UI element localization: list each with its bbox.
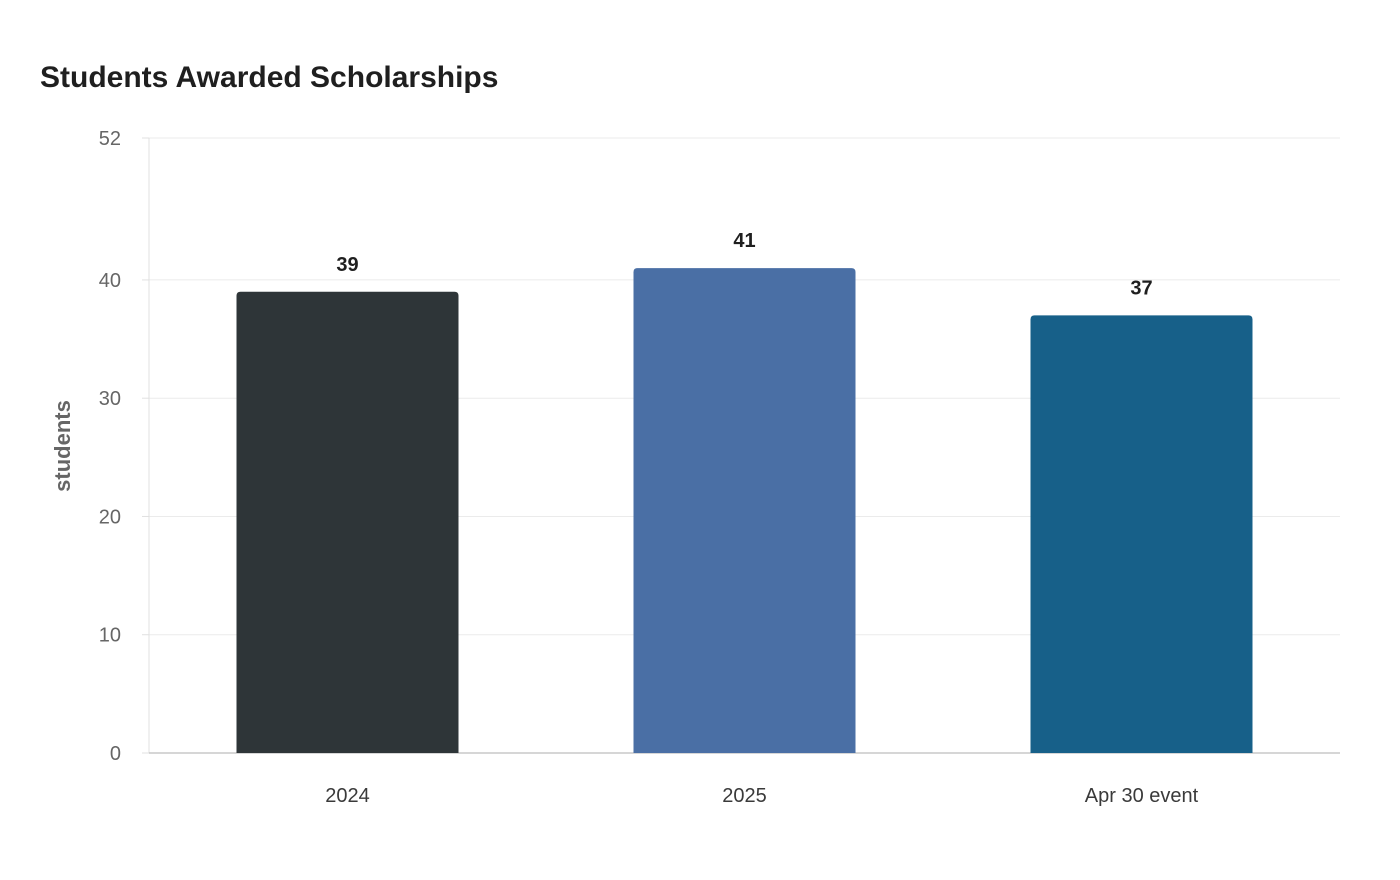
value-label: 39 [336, 254, 358, 276]
value-label: 41 [733, 230, 755, 252]
bar-apr-30-event [1030, 315, 1253, 753]
y-tick-label: 20 [99, 506, 121, 528]
y-tick-label: 40 [99, 270, 121, 292]
bar-2025 [633, 268, 856, 753]
category-label: 2024 [325, 785, 370, 807]
y-tick-label: 10 [99, 625, 121, 647]
chart-title: Students Awarded Scholarships [40, 61, 499, 94]
category-label: Apr 30 event [1085, 785, 1199, 807]
bar-2024 [236, 291, 459, 753]
value-label: 37 [1130, 277, 1152, 299]
value-labels: 39 41 37 [336, 230, 1152, 299]
y-axis-title: students [50, 400, 75, 492]
bars [236, 268, 1253, 753]
y-tick-label: 52 [99, 128, 121, 150]
category-label: 2025 [722, 785, 767, 807]
y-tick-label: 0 [110, 743, 121, 765]
y-tick-labels: 0 10 20 30 40 52 [99, 128, 121, 765]
y-tick-label: 30 [99, 388, 121, 410]
category-labels: 2024 2025 Apr 30 event [325, 785, 1198, 807]
